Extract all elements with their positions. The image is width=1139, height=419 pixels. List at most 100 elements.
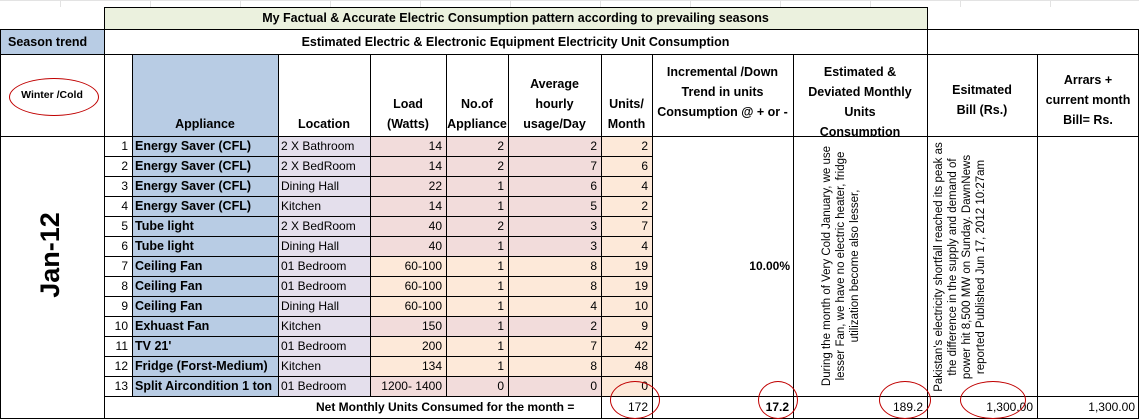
row-location: Kitchen [278, 356, 370, 376]
row-count: 1 [446, 316, 508, 336]
month-label: Jan-12 [35, 212, 65, 298]
grid-line [508, 54, 509, 396]
row-units: 4 [601, 176, 652, 196]
subtitle-cell: Estimated Electric & Electronic Equipmen… [301, 35, 730, 49]
row-appliance: Energy Saver (CFL) [132, 196, 278, 216]
row-usage: 6 [508, 176, 601, 196]
row-number: 1 [121, 139, 128, 153]
header-load: Load (Watts) [387, 97, 429, 131]
row-units: 4 [601, 236, 652, 256]
grid-line [104, 196, 652, 197]
grid-line [0, 136, 1139, 137]
header-estimated-bill: Esitmated Bill (Rs.) [952, 83, 1012, 117]
grid-line [601, 396, 602, 419]
grid-line [104, 296, 652, 297]
row-number: 8 [121, 279, 128, 293]
row-number: 6 [121, 239, 128, 253]
grid-line [601, 54, 602, 396]
row-units: 9 [601, 316, 652, 336]
row-usage: 3 [508, 236, 601, 256]
grid-line [1037, 54, 1038, 419]
row-appliance: Split Aircondition 1 ton [132, 376, 278, 396]
annotation-circle-estimated [879, 381, 931, 419]
row-number: 2 [121, 159, 128, 173]
header-estimated-units: Estimated & Deviated Monthly Units Consu… [808, 65, 912, 136]
row-usage: 7 [508, 336, 601, 356]
row-load: 40 [370, 236, 446, 256]
row-location: 01 Bedroom [278, 276, 370, 296]
annotation-circle-incremental [758, 381, 798, 419]
row-load: 40 [370, 216, 446, 236]
row-usage: 7 [508, 156, 601, 176]
row-count: 2 [446, 216, 508, 236]
grid-line [104, 29, 105, 419]
row-load: 60-100 [370, 276, 446, 296]
row-appliance: Tube light [132, 236, 278, 256]
row-number: 9 [121, 299, 128, 313]
row-count: 1 [446, 176, 508, 196]
row-usage: 2 [508, 136, 601, 156]
incremental-percent: 10.00% [749, 259, 790, 273]
row-appliance: Ceiling Fan [132, 256, 278, 276]
row-count: 1 [446, 256, 508, 276]
row-count: 1 [446, 336, 508, 356]
grid-line [1037, 396, 1038, 419]
row-count: 2 [446, 156, 508, 176]
grid-line [370, 54, 371, 396]
row-usage: 8 [508, 356, 601, 376]
row-location: Kitchen [278, 196, 370, 216]
header-average-usage: Average hourly usage/Day [523, 77, 586, 131]
row-count: 1 [446, 356, 508, 376]
row-units: 42 [601, 336, 652, 356]
row-count: 0 [446, 376, 508, 396]
row-units: 6 [601, 156, 652, 176]
grid-line [104, 7, 105, 29]
row-number: 5 [121, 219, 128, 233]
grid-line [927, 54, 928, 396]
row-load: 22 [370, 176, 446, 196]
grid-line [104, 356, 652, 357]
row-usage: 5 [508, 196, 601, 216]
row-load: 60-100 [370, 296, 446, 316]
title-cell: My Factual & Accurate Electric Consumpti… [104, 7, 927, 29]
grid-line [104, 7, 927, 8]
row-appliance: Energy Saver (CFL) [132, 136, 278, 156]
grid-line [0, 29, 1, 419]
row-load: 14 [370, 196, 446, 216]
grid-line [104, 276, 652, 277]
header-appliance: Appliance [132, 54, 278, 136]
row-appliance: Fridge (Forst-Medium) [132, 356, 278, 376]
row-load: 200 [370, 336, 446, 356]
row-usage: 0 [508, 376, 601, 396]
row-number: 12 [114, 359, 128, 373]
row-units: 19 [601, 276, 652, 296]
row-load: 14 [370, 156, 446, 176]
row-number: 3 [121, 179, 128, 193]
row-location: Dining Hall [278, 236, 370, 256]
header-incremental: Incremental /Down Trend in units Consump… [657, 65, 788, 119]
grid-line [652, 54, 653, 396]
row-usage: 3 [508, 216, 601, 236]
row-location: 2 X BedRoom [278, 216, 370, 236]
header-units-month: Units/ Month [607, 97, 646, 131]
note-bill: Pakistan's electricity shortfall reached… [933, 142, 987, 392]
row-appliance: Ceiling Fan [132, 296, 278, 316]
row-units: 10 [601, 296, 652, 316]
header-arrears: Arrars + current month Bill= Rs. [1045, 73, 1131, 127]
row-location: 01 Bedroom [278, 256, 370, 276]
row-load: 60-100 [370, 256, 446, 276]
grid-line [104, 156, 652, 157]
row-load: 150 [370, 316, 446, 336]
total-label: Net Monthly Units Consumed for the month… [316, 400, 575, 414]
grid-line [0, 0, 1139, 1]
grid-line [104, 216, 652, 217]
row-load: 134 [370, 356, 446, 376]
row-units: 19 [601, 256, 652, 276]
row-count: 1 [446, 196, 508, 216]
row-location: Dining Hall [278, 176, 370, 196]
row-units: 2 [601, 136, 652, 156]
row-appliance: Tube light [132, 216, 278, 236]
grid-line [793, 54, 794, 396]
grid-line [0, 54, 1139, 55]
row-location: 01 Bedroom [278, 376, 370, 396]
